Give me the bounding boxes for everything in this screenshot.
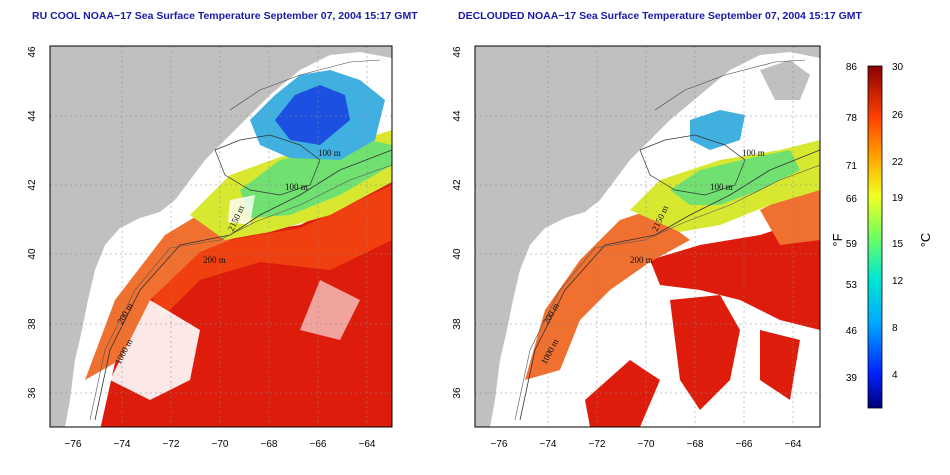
celsius-tick: 8 — [892, 323, 898, 334]
left-contour-georges-bank — [214, 134, 321, 196]
right-warm-water — [650, 215, 820, 330]
left-contour-label: 100 m — [318, 148, 341, 158]
celsius-tick: 4 — [892, 370, 898, 381]
fahrenheit-tick: 71 — [846, 161, 858, 172]
fahrenheit-tick: 53 — [846, 280, 858, 291]
lat-tick: 42 — [27, 179, 38, 191]
fahrenheit-tick: 78 — [846, 113, 858, 124]
lat-tick: 42 — [452, 179, 463, 191]
fahrenheit-tick: 46 — [846, 326, 858, 337]
right-lon-ticks: −76 −74 −72 −70 −68 −66 −64 — [491, 439, 802, 450]
right-gulf-of-maine — [690, 110, 745, 150]
right-lat-ticks: 46 44 42 40 38 36 — [452, 46, 463, 399]
right-contour-label: 200 m — [630, 255, 653, 265]
lon-tick: −76 — [65, 439, 82, 450]
left-orange-shelf — [85, 205, 260, 380]
fahrenheit-tick: 59 — [846, 239, 858, 250]
celsius-unit-label: °C — [918, 233, 933, 248]
lon-tick: −74 — [114, 439, 131, 450]
colorbar-gradient — [867, 65, 883, 409]
fahrenheit-tick: 66 — [846, 194, 858, 205]
right-contour-deep — [519, 149, 820, 421]
left-map: 100 m 100 m 2150 m 200 m 200 m 1000 m 46… — [27, 45, 393, 450]
lon-tick: −72 — [589, 439, 606, 450]
left-lon-ticks: −76 −74 −72 −70 −68 −66 −64 — [65, 439, 376, 450]
lat-tick: 36 — [452, 387, 463, 399]
lon-tick: −66 — [736, 439, 753, 450]
left-land — [50, 46, 392, 427]
celsius-tick: 19 — [892, 193, 904, 204]
lon-tick: −76 — [491, 439, 508, 450]
celsius-tick: 26 — [892, 110, 904, 121]
fahrenheit-tick: 39 — [846, 373, 858, 384]
celsius-tick: 15 — [892, 239, 904, 250]
left-cloud-1 — [110, 300, 200, 400]
colorbar-celsius-labels: 30 26 22 19 15 12 8 4 — [892, 62, 904, 381]
right-contour-label: 100 m — [710, 182, 733, 192]
celsius-tick: 30 — [892, 62, 904, 73]
lat-tick: 46 — [452, 46, 463, 58]
lat-tick: 38 — [27, 318, 38, 330]
fahrenheit-unit-label: °F — [830, 233, 845, 246]
colorbar-fahrenheit-labels: 86 78 71 66 59 53 46 39 — [846, 62, 858, 384]
celsius-tick: 22 — [892, 157, 904, 168]
left-green-zone — [240, 140, 392, 218]
lat-tick: 44 — [27, 110, 38, 122]
lat-tick: 46 — [27, 46, 38, 58]
right-land — [475, 46, 820, 427]
right-panel-title: DECLOUDED NOAA−17 Sea Surface Temperatur… — [458, 10, 862, 22]
lat-tick: 44 — [452, 110, 463, 122]
lon-tick: −68 — [261, 439, 278, 450]
fahrenheit-tick: 86 — [846, 62, 858, 73]
lon-tick: −64 — [785, 439, 802, 450]
left-cloud-2 — [300, 280, 360, 340]
lon-tick: −66 — [310, 439, 327, 450]
lon-tick: −68 — [687, 439, 704, 450]
left-contour-label: 100 m — [285, 182, 308, 192]
lon-tick: −70 — [638, 439, 655, 450]
right-contour-georges-bank — [639, 134, 746, 196]
lon-tick: −70 — [212, 439, 229, 450]
right-map: 100 m 100 m 2150 m 200 m 200 m 1000 m 46… — [452, 45, 821, 450]
lat-tick: 38 — [452, 318, 463, 330]
right-green-zone — [670, 150, 800, 205]
colorbar: 86 78 71 66 59 53 46 39 30 26 22 19 15 1… — [830, 62, 933, 409]
lat-tick: 40 — [27, 248, 38, 260]
left-contour-label: 200 m — [203, 255, 226, 265]
right-contour-label: 100 m — [742, 148, 765, 158]
lon-tick: −72 — [163, 439, 180, 450]
right-grid — [475, 46, 820, 427]
lat-tick: 40 — [452, 248, 463, 260]
left-lat-ticks: 46 44 42 40 38 36 — [27, 46, 38, 399]
left-grid — [50, 46, 392, 427]
celsius-tick: 12 — [892, 276, 904, 287]
lon-tick: −64 — [359, 439, 376, 450]
right-orange-shelf — [525, 210, 690, 380]
lat-tick: 36 — [27, 387, 38, 399]
left-panel-title: RU COOL NOAA−17 Sea Surface Temperature … — [32, 10, 418, 22]
lon-tick: −74 — [540, 439, 557, 450]
left-map-frame — [49, 45, 393, 428]
right-map-frame — [474, 45, 821, 428]
